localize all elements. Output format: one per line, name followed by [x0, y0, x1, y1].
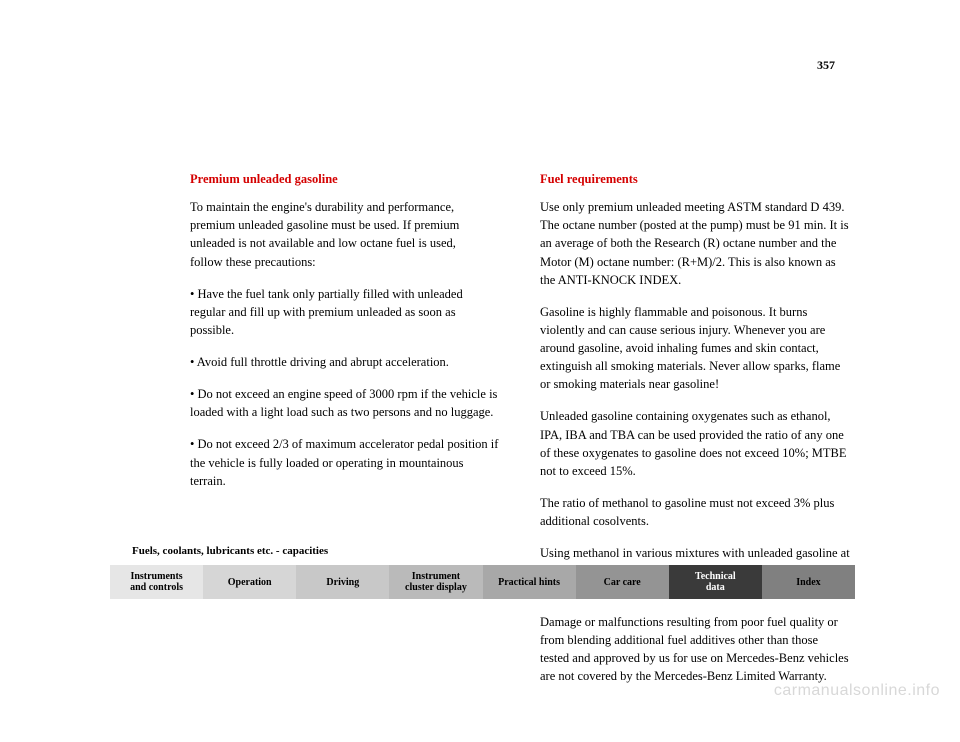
watermark: carmanualsonline.info	[774, 682, 940, 700]
right-p1: Use only premium unleaded meeting ASTM s…	[540, 198, 850, 289]
text: To maintain the engine's durability and …	[190, 200, 454, 214]
nav-label-line1: Driving	[326, 577, 359, 588]
right-column: Fuel requirements Use only premium unlea…	[540, 170, 850, 699]
text: unleaded is not available and low octane…	[190, 236, 456, 250]
nav-label-line2: and controls	[130, 582, 183, 593]
right-heading: Fuel requirements	[540, 170, 850, 188]
nav-label-line1: Instruments	[130, 571, 182, 582]
text: premium unleaded gasoline must be used. …	[190, 218, 459, 232]
left-intro: To maintain the engine's durability and …	[190, 198, 500, 271]
content-columns: Premium unleaded gasoline To maintain th…	[190, 170, 850, 699]
page-number: 357	[817, 58, 835, 73]
nav-driving[interactable]: Driving	[296, 565, 389, 599]
right-p2: Gasoline is highly flammable and poisono…	[540, 303, 850, 394]
bullet-1: • Have the fuel tank only partially fill…	[190, 285, 500, 339]
nav-car-care[interactable]: Car care	[576, 565, 669, 599]
nav-index[interactable]: Index	[762, 565, 855, 599]
left-column: Premium unleaded gasoline To maintain th…	[190, 170, 500, 699]
text: follow these precautions:	[190, 255, 316, 269]
nav-instrument-cluster[interactable]: Instrument cluster display	[389, 565, 482, 599]
section-label: Fuels, coolants, lubricants etc. - capac…	[132, 545, 328, 557]
manual-page: 357 Premium unleaded gasoline To maintai…	[0, 0, 960, 742]
right-p4: The ratio of methanol to gasoline must n…	[540, 494, 850, 530]
nav-instruments-controls[interactable]: Instruments and controls	[110, 565, 203, 599]
nav-operation[interactable]: Operation	[203, 565, 296, 599]
nav-practical-hints[interactable]: Practical hints	[483, 565, 576, 599]
bullet-2: • Avoid full throttle driving and abrupt…	[190, 353, 500, 371]
right-p3: Unleaded gasoline containing oxygenates …	[540, 407, 850, 480]
right-p6: Damage or malfunctions resulting from po…	[540, 613, 850, 686]
nav-label-line2: cluster display	[405, 582, 467, 593]
nav-label-line2: data	[706, 582, 725, 593]
nav-label-line1: Instrument	[412, 571, 460, 582]
bullet-4: • Do not exceed 2/3 of maximum accelerat…	[190, 435, 500, 489]
nav-label-line1: Technical	[695, 571, 736, 582]
bullet-3: • Do not exceed an engine speed of 3000 …	[190, 385, 500, 421]
nav-bar: Instruments and controls Operation Drivi…	[110, 565, 855, 599]
nav-label-line1: Car care	[604, 577, 641, 588]
left-heading: Premium unleaded gasoline	[190, 170, 500, 188]
nav-label-line1: Practical hints	[498, 577, 560, 588]
nav-technical-data[interactable]: Technical data	[669, 565, 762, 599]
nav-label-line1: Index	[796, 577, 820, 588]
nav-label-line1: Operation	[228, 577, 272, 588]
